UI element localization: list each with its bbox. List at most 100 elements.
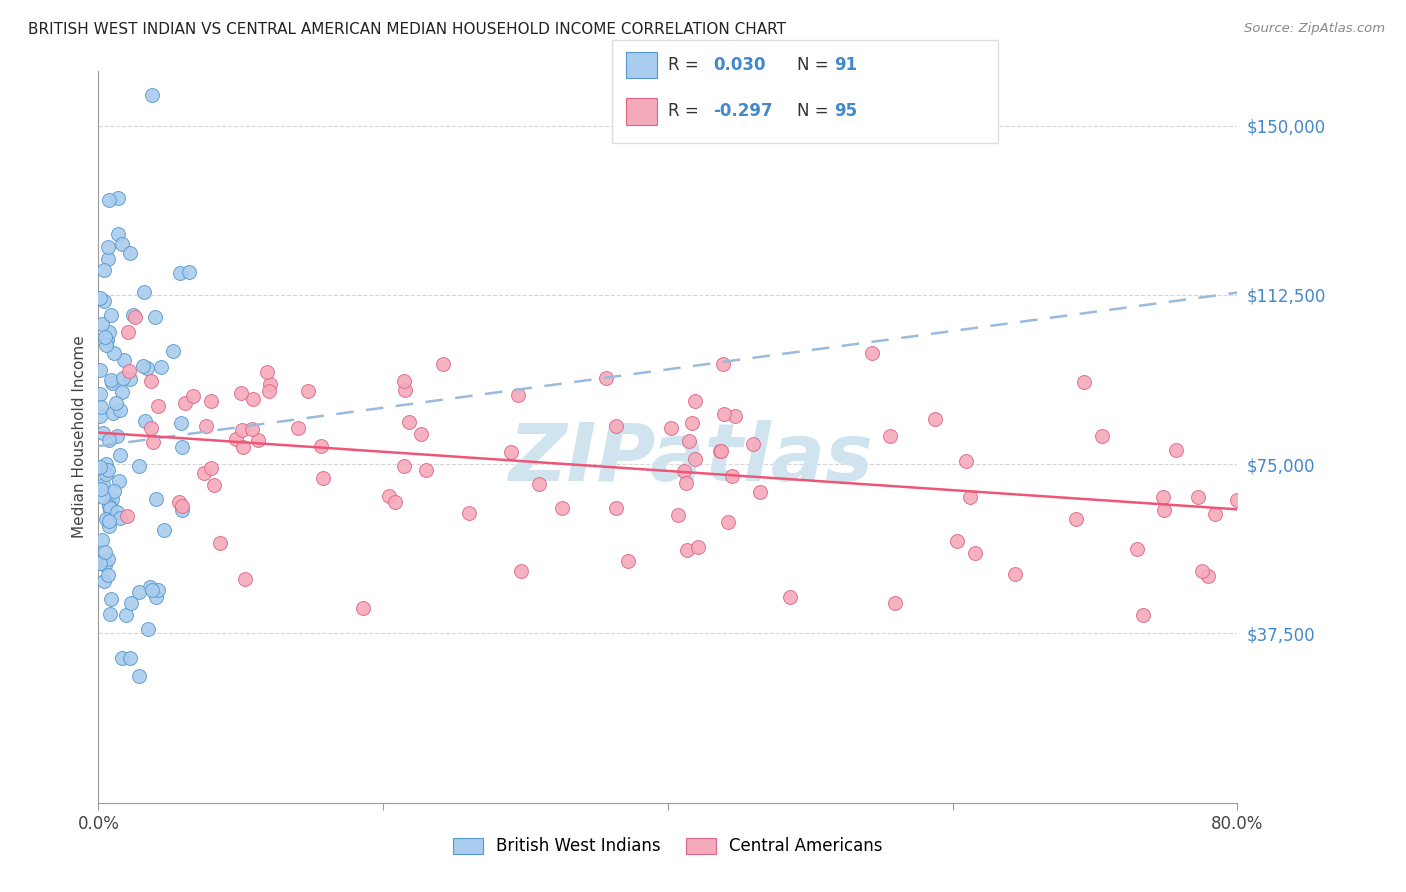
Point [605, 501, 627, 516]
Point [924, 411, 946, 425]
Point [959, 490, 981, 504]
Text: 95: 95 [834, 103, 856, 120]
Point [94, 558, 117, 573]
Point [141, 87, 163, 102]
Point [91, 490, 114, 504]
Point [169, 266, 191, 280]
Point [107, 474, 129, 488]
Point [98, 498, 121, 512]
Point [149, 359, 172, 374]
Point [678, 434, 700, 448]
Point [100, 308, 122, 322]
Point [93, 262, 115, 277]
Point [89, 556, 111, 570]
Point [208, 536, 231, 550]
Point [1187, 490, 1209, 504]
Point [97, 518, 120, 533]
Point [1191, 564, 1213, 578]
Point [142, 435, 165, 450]
Point [1073, 375, 1095, 389]
Point [120, 596, 142, 610]
Point [105, 505, 128, 519]
Point [686, 540, 709, 554]
Point [683, 451, 706, 466]
Point [96, 467, 118, 482]
Point [128, 669, 150, 683]
Point [259, 377, 281, 392]
Point [617, 554, 640, 568]
Point [91, 426, 114, 441]
Point [134, 285, 156, 300]
Point [550, 500, 572, 515]
Point [675, 475, 697, 490]
Point [96, 568, 118, 582]
Point [97, 240, 120, 254]
Point [509, 564, 531, 578]
Point [146, 583, 169, 598]
Point [167, 495, 190, 509]
Point [860, 346, 883, 360]
Point [93, 545, 115, 559]
Point [457, 506, 479, 520]
Point [193, 467, 215, 481]
Point [172, 499, 194, 513]
Point [741, 436, 763, 450]
Point [172, 502, 194, 516]
Point [90, 482, 112, 496]
Point [128, 585, 150, 599]
Point [143, 310, 166, 325]
Point [124, 310, 146, 324]
Legend: British West Indians, Central Americans: British West Indians, Central Americans [449, 832, 887, 860]
Point [108, 402, 131, 417]
Point [141, 583, 163, 598]
Point [1132, 608, 1154, 623]
Point [259, 384, 281, 398]
Point [121, 309, 143, 323]
Point [200, 394, 222, 409]
Point [242, 392, 264, 407]
Point [90, 318, 112, 332]
Point [883, 596, 905, 610]
Point [779, 590, 801, 604]
Point [117, 325, 139, 339]
Point [97, 552, 120, 566]
Point [93, 293, 115, 308]
Point [110, 651, 132, 665]
Point [107, 227, 129, 241]
Point [118, 372, 141, 386]
Point [231, 424, 253, 438]
Point [98, 503, 121, 517]
Point [683, 394, 706, 409]
Text: 91: 91 [834, 56, 856, 74]
Point [98, 500, 121, 514]
Point [135, 360, 157, 375]
Point [111, 384, 134, 399]
Point [103, 345, 125, 359]
Point [415, 463, 437, 477]
Point [409, 427, 432, 442]
Point [1066, 511, 1088, 525]
Point [98, 434, 121, 448]
Point [384, 495, 406, 509]
Point [97, 193, 120, 207]
Point [394, 384, 416, 398]
Point [97, 463, 120, 477]
Point [398, 415, 420, 429]
Point [89, 409, 111, 423]
Point [101, 492, 124, 507]
Text: N =: N = [797, 103, 834, 120]
Point [681, 417, 703, 431]
Point [1226, 492, 1249, 507]
Point [152, 523, 174, 537]
Point [98, 500, 121, 515]
Point [115, 509, 138, 524]
Point [105, 428, 128, 442]
Point [89, 459, 111, 474]
Point [89, 363, 111, 377]
Point [432, 357, 454, 371]
Point [96, 338, 118, 352]
Point [709, 444, 731, 458]
Point [146, 399, 169, 413]
Point [711, 357, 734, 371]
Point [100, 592, 122, 607]
